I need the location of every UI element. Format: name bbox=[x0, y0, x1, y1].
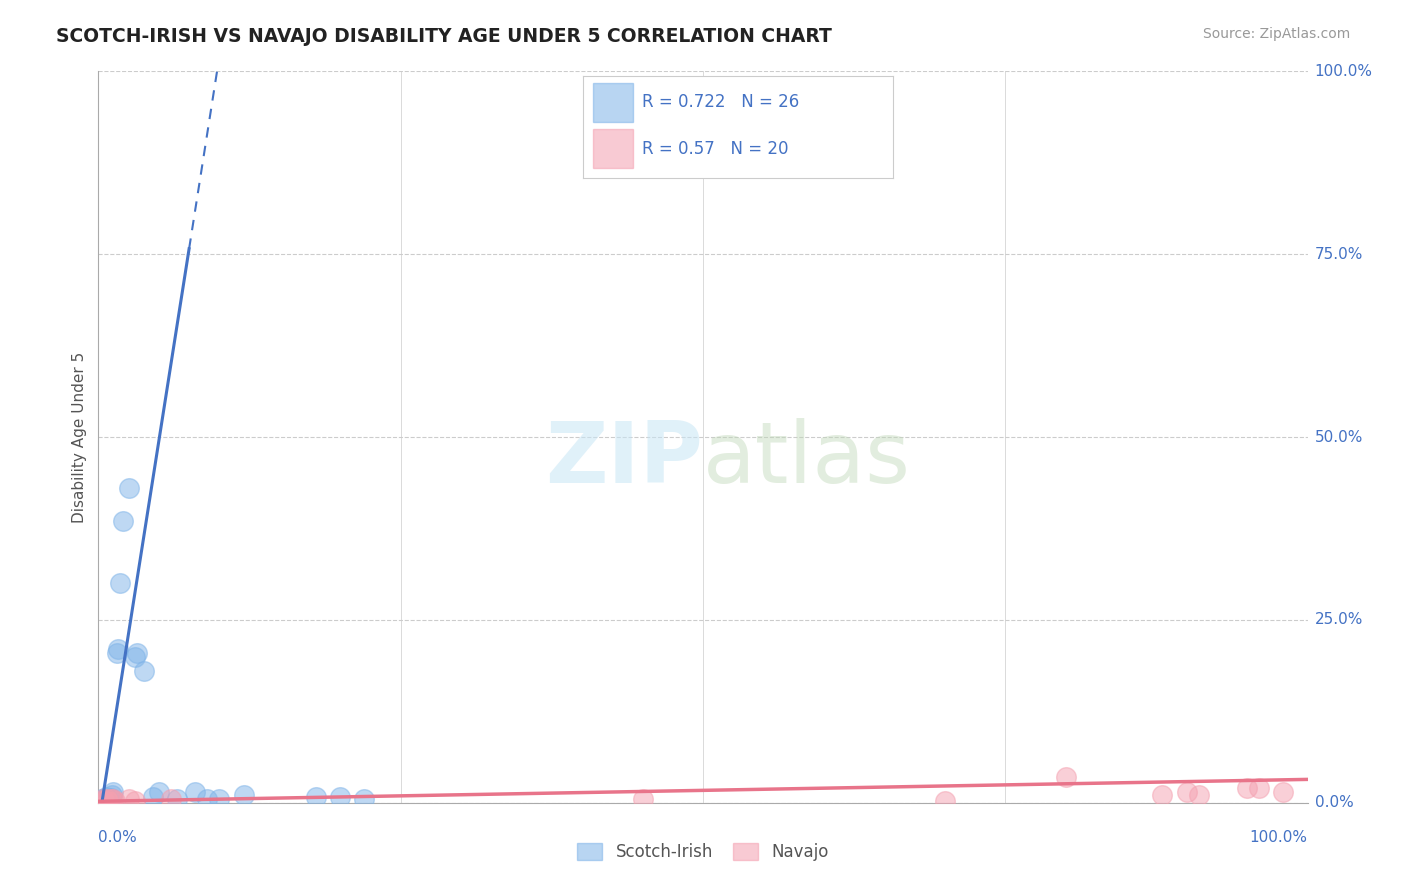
Point bbox=[148, 785, 170, 799]
Point bbox=[90, 794, 112, 808]
Point bbox=[93, 794, 115, 808]
Text: ZIP: ZIP bbox=[546, 417, 703, 500]
Point bbox=[124, 794, 146, 808]
Point bbox=[1272, 785, 1295, 799]
Point bbox=[195, 792, 218, 806]
Point bbox=[329, 789, 352, 804]
Point bbox=[184, 785, 207, 799]
Bar bbox=[593, 83, 633, 122]
Point bbox=[96, 792, 118, 806]
Point bbox=[94, 789, 117, 804]
Point bbox=[934, 794, 956, 808]
Point bbox=[107, 642, 129, 657]
Text: 100.0%: 100.0% bbox=[1250, 830, 1308, 845]
Point bbox=[118, 481, 141, 495]
Point bbox=[232, 789, 254, 803]
Point bbox=[305, 789, 328, 804]
Point bbox=[1249, 781, 1271, 796]
Point bbox=[97, 792, 120, 806]
Point bbox=[101, 785, 124, 799]
Text: Source: ZipAtlas.com: Source: ZipAtlas.com bbox=[1202, 27, 1350, 41]
Point bbox=[1054, 770, 1077, 784]
Text: 0.0%: 0.0% bbox=[98, 830, 138, 845]
Text: SCOTCH-IRISH VS NAVAJO DISABILITY AGE UNDER 5 CORRELATION CHART: SCOTCH-IRISH VS NAVAJO DISABILITY AGE UN… bbox=[56, 27, 832, 45]
Text: 0.0%: 0.0% bbox=[1315, 796, 1354, 810]
Point bbox=[1188, 789, 1211, 803]
Text: atlas: atlas bbox=[703, 417, 911, 500]
Text: 50.0%: 50.0% bbox=[1315, 430, 1362, 444]
Point bbox=[97, 794, 120, 808]
Point bbox=[1236, 781, 1258, 796]
Point bbox=[208, 792, 231, 806]
Point bbox=[91, 792, 114, 806]
Point bbox=[631, 792, 654, 806]
Point bbox=[105, 646, 128, 660]
Point bbox=[127, 646, 149, 660]
Point bbox=[118, 792, 141, 806]
Point bbox=[101, 792, 124, 806]
Text: R = 0.722   N = 26: R = 0.722 N = 26 bbox=[643, 94, 800, 112]
Y-axis label: Disability Age Under 5: Disability Age Under 5 bbox=[72, 351, 87, 523]
Point bbox=[1152, 789, 1174, 803]
Text: R = 0.57   N = 20: R = 0.57 N = 20 bbox=[643, 140, 789, 158]
Point bbox=[93, 792, 115, 806]
Bar bbox=[593, 129, 633, 168]
Point bbox=[353, 792, 375, 806]
Text: 75.0%: 75.0% bbox=[1315, 247, 1362, 261]
Point bbox=[100, 789, 122, 803]
Point bbox=[111, 514, 134, 528]
Point bbox=[91, 792, 114, 806]
Point bbox=[96, 792, 118, 806]
Point bbox=[166, 792, 188, 806]
Text: 25.0%: 25.0% bbox=[1315, 613, 1362, 627]
Point bbox=[1175, 785, 1198, 799]
Point bbox=[108, 576, 131, 591]
Point bbox=[100, 791, 122, 805]
Point bbox=[142, 789, 165, 804]
Text: 100.0%: 100.0% bbox=[1315, 64, 1372, 78]
Point bbox=[104, 794, 127, 808]
Legend: Scotch-Irish, Navajo: Scotch-Irish, Navajo bbox=[571, 836, 835, 868]
Point bbox=[124, 649, 146, 664]
Point bbox=[160, 792, 183, 806]
Point bbox=[100, 792, 122, 806]
Point bbox=[134, 664, 156, 678]
